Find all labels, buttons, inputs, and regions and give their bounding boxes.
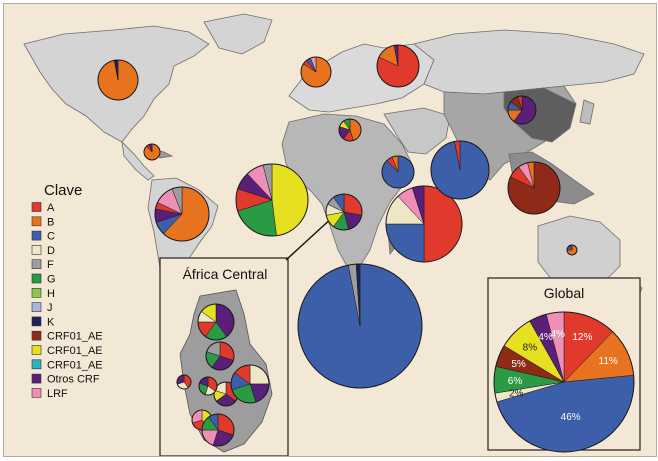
pie-south-asia <box>430 140 490 200</box>
pie-southeast-asia <box>507 161 561 215</box>
global-pie-percent-label: 4% <box>538 332 553 343</box>
legend-swatch <box>31 359 42 370</box>
pie-central-africa-inset <box>201 413 235 447</box>
legend-label: CRF01_AE <box>47 345 103 357</box>
legend-swatch <box>31 259 42 269</box>
pie-east-africa <box>385 185 463 263</box>
pie-eastern-europe <box>376 44 420 88</box>
global-pie-percent-label: 46% <box>561 412 581 423</box>
central-america-land <box>121 140 155 181</box>
legend-swatch <box>31 345 42 355</box>
legend-swatch <box>31 202 42 212</box>
pie-south-america <box>154 186 210 242</box>
legend-swatch <box>31 245 42 255</box>
legend-label: CRF01_AE <box>47 331 103 343</box>
legend-label: G <box>47 274 56 286</box>
legend-swatch <box>31 373 42 384</box>
legend-swatch <box>31 388 42 398</box>
inset-connector-line <box>285 215 335 261</box>
pie-central-africa-inset <box>205 341 235 371</box>
pie-charts-layer <box>97 44 635 453</box>
legend-label: B <box>47 216 54 228</box>
pie-middle-east <box>381 155 415 189</box>
central-africa-inset-title: África Central <box>183 266 268 282</box>
legend-label: LRF <box>47 388 68 400</box>
legend-swatch <box>31 230 42 241</box>
global-inset-title: Global <box>544 285 584 301</box>
global-pie-labels: 12%11%46%2%6%5%8%4%4% <box>508 329 618 423</box>
global-pie-percent-label: 12% <box>572 332 592 343</box>
greenland-land <box>203 13 273 55</box>
legend-label: J <box>47 302 53 314</box>
legend-label: F <box>47 259 54 271</box>
pie-north-africa <box>338 118 362 142</box>
global-pie-percent-label: 8% <box>523 342 538 353</box>
pie-central-africa-inset <box>198 376 218 396</box>
legend-swatch <box>31 302 42 312</box>
global-pie-percent-label: 5% <box>511 359 526 370</box>
legend-label: D <box>47 245 55 257</box>
legend-label: C <box>47 231 55 243</box>
legend-swatch <box>31 316 42 327</box>
pie-central-africa-inset <box>176 374 192 390</box>
pie-southern-africa <box>297 263 423 389</box>
global-pie-percent-label: 11% <box>599 356 618 367</box>
legend-label: CRF01_AE <box>47 359 103 371</box>
pie-central-africa-inset <box>197 303 235 341</box>
australia-land <box>537 215 621 287</box>
legend-swatch <box>31 216 42 227</box>
legend-swatch <box>31 330 42 341</box>
middle-east-land <box>383 107 451 155</box>
pie-australia <box>566 244 578 256</box>
legend-label: Otros CRF <box>47 374 100 386</box>
global-pie-percent-label: 4% <box>551 329 566 340</box>
pie-slice <box>385 223 425 263</box>
hiv-subtype-world-map: Clave A B C D F G H J K CRF01_AE CRF01_AE CRF01_AE O… <box>3 3 657 457</box>
legend-swatch <box>31 287 42 298</box>
north-asia-land <box>413 29 645 95</box>
legend-title: Clave <box>44 182 82 199</box>
pie-caribbean <box>143 143 161 161</box>
pie-central-africa-inset <box>230 364 270 404</box>
pie-western-europe <box>300 56 332 88</box>
japan-land <box>579 99 595 125</box>
global-pie-percent-label: 6% <box>508 376 523 387</box>
pie-central-africa <box>325 193 363 231</box>
legend-label: A <box>47 202 55 214</box>
world-landmasses <box>23 13 645 305</box>
legend-label: K <box>47 316 55 328</box>
legend-swatch <box>31 273 42 284</box>
pie-global <box>493 311 635 453</box>
legend-label: H <box>47 288 55 300</box>
pie-west-africa <box>235 163 309 237</box>
global-pie-percent-label: 2% <box>509 388 524 399</box>
pie-north-america <box>97 59 139 101</box>
pie-east-asia <box>507 95 537 125</box>
